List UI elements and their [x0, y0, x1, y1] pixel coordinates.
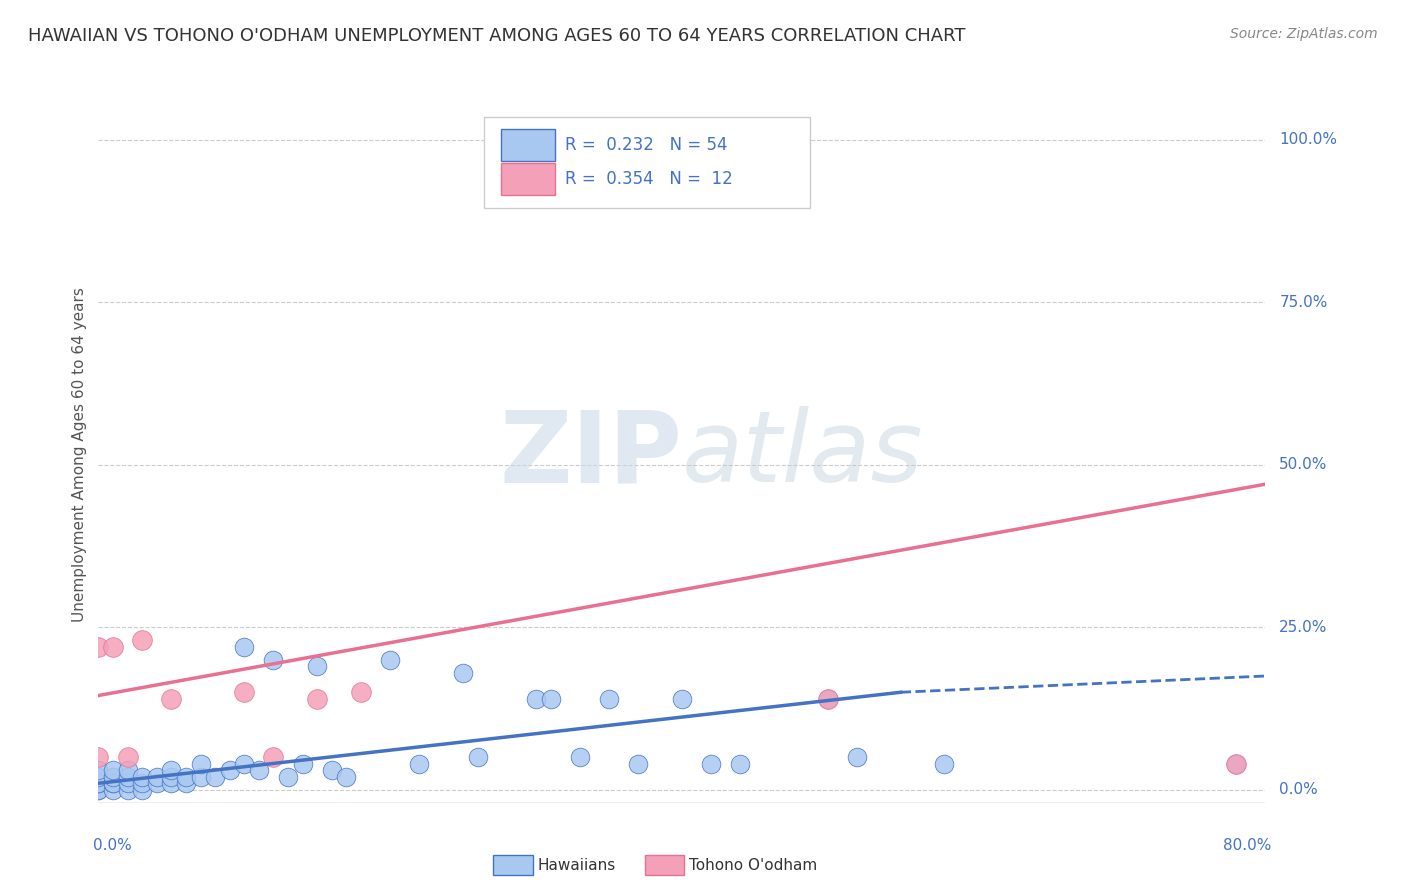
Point	[87, 640, 110, 654]
Point	[131, 782, 153, 797]
Point	[87, 782, 110, 797]
Point	[1225, 756, 1247, 771]
Point	[408, 756, 430, 771]
Point	[146, 776, 169, 790]
Point	[160, 770, 183, 784]
Point	[451, 665, 474, 680]
Point	[101, 770, 124, 784]
Point	[350, 685, 373, 699]
Point	[671, 691, 693, 706]
Point	[291, 756, 314, 771]
Point	[160, 764, 183, 778]
Text: Hawaiians: Hawaiians	[537, 858, 616, 873]
Text: 0.0%: 0.0%	[1279, 782, 1317, 797]
Point	[117, 770, 139, 784]
Text: 75.0%: 75.0%	[1279, 294, 1327, 310]
Point	[101, 764, 124, 778]
Point	[277, 770, 299, 784]
Point	[817, 691, 839, 706]
Point	[845, 750, 868, 764]
Point	[174, 776, 197, 790]
Point	[204, 770, 226, 784]
Text: Source: ZipAtlas.com: Source: ZipAtlas.com	[1230, 27, 1378, 41]
Point	[174, 770, 197, 784]
Point	[87, 776, 110, 790]
Point	[467, 750, 489, 764]
Point	[87, 750, 110, 764]
Point	[146, 770, 169, 784]
Point	[540, 691, 562, 706]
Point	[131, 633, 153, 648]
Text: 0.0%: 0.0%	[93, 838, 131, 853]
Point	[87, 776, 110, 790]
Text: ZIP: ZIP	[499, 407, 682, 503]
Point	[117, 764, 139, 778]
Point	[934, 756, 956, 771]
Point	[378, 653, 402, 667]
Point	[87, 764, 110, 778]
FancyBboxPatch shape	[484, 118, 810, 208]
Text: Tohono O'odham: Tohono O'odham	[689, 858, 817, 873]
Point	[335, 770, 357, 784]
Point	[307, 659, 329, 673]
Text: 100.0%: 100.0%	[1279, 132, 1337, 147]
Point	[262, 750, 284, 764]
Point	[131, 776, 153, 790]
Point	[87, 770, 110, 784]
Point	[101, 782, 124, 797]
Text: R =  0.232   N = 54: R = 0.232 N = 54	[565, 136, 728, 153]
Point	[218, 764, 240, 778]
Point	[190, 756, 212, 771]
Point	[817, 691, 839, 706]
Point	[233, 640, 256, 654]
FancyBboxPatch shape	[501, 163, 555, 195]
Point	[117, 776, 139, 790]
Point	[568, 750, 591, 764]
Point	[101, 776, 124, 790]
Text: atlas: atlas	[682, 407, 924, 503]
Point	[262, 653, 284, 667]
Point	[728, 756, 751, 771]
FancyBboxPatch shape	[501, 128, 555, 161]
Point	[700, 756, 723, 771]
FancyBboxPatch shape	[644, 855, 685, 875]
Point	[117, 782, 139, 797]
Point	[101, 640, 124, 654]
Point	[131, 770, 153, 784]
Point	[160, 691, 183, 706]
Point	[307, 691, 329, 706]
Point	[101, 776, 124, 790]
Text: 25.0%: 25.0%	[1279, 620, 1327, 635]
Point	[87, 782, 110, 797]
Point	[247, 764, 270, 778]
Point	[190, 770, 212, 784]
Text: HAWAIIAN VS TOHONO O'ODHAM UNEMPLOYMENT AMONG AGES 60 TO 64 YEARS CORRELATION CH: HAWAIIAN VS TOHONO O'ODHAM UNEMPLOYMENT …	[28, 27, 966, 45]
Y-axis label: Unemployment Among Ages 60 to 64 years: Unemployment Among Ages 60 to 64 years	[72, 287, 87, 623]
Point	[627, 756, 650, 771]
Point	[160, 776, 183, 790]
Text: R =  0.354   N =  12: R = 0.354 N = 12	[565, 170, 733, 188]
Point	[598, 691, 620, 706]
Text: 50.0%: 50.0%	[1279, 458, 1327, 472]
FancyBboxPatch shape	[494, 855, 533, 875]
Point	[117, 750, 139, 764]
Point	[1225, 756, 1247, 771]
Point	[524, 691, 547, 706]
Point	[233, 685, 256, 699]
Point	[321, 764, 343, 778]
Text: 80.0%: 80.0%	[1223, 838, 1271, 853]
Point	[233, 756, 256, 771]
